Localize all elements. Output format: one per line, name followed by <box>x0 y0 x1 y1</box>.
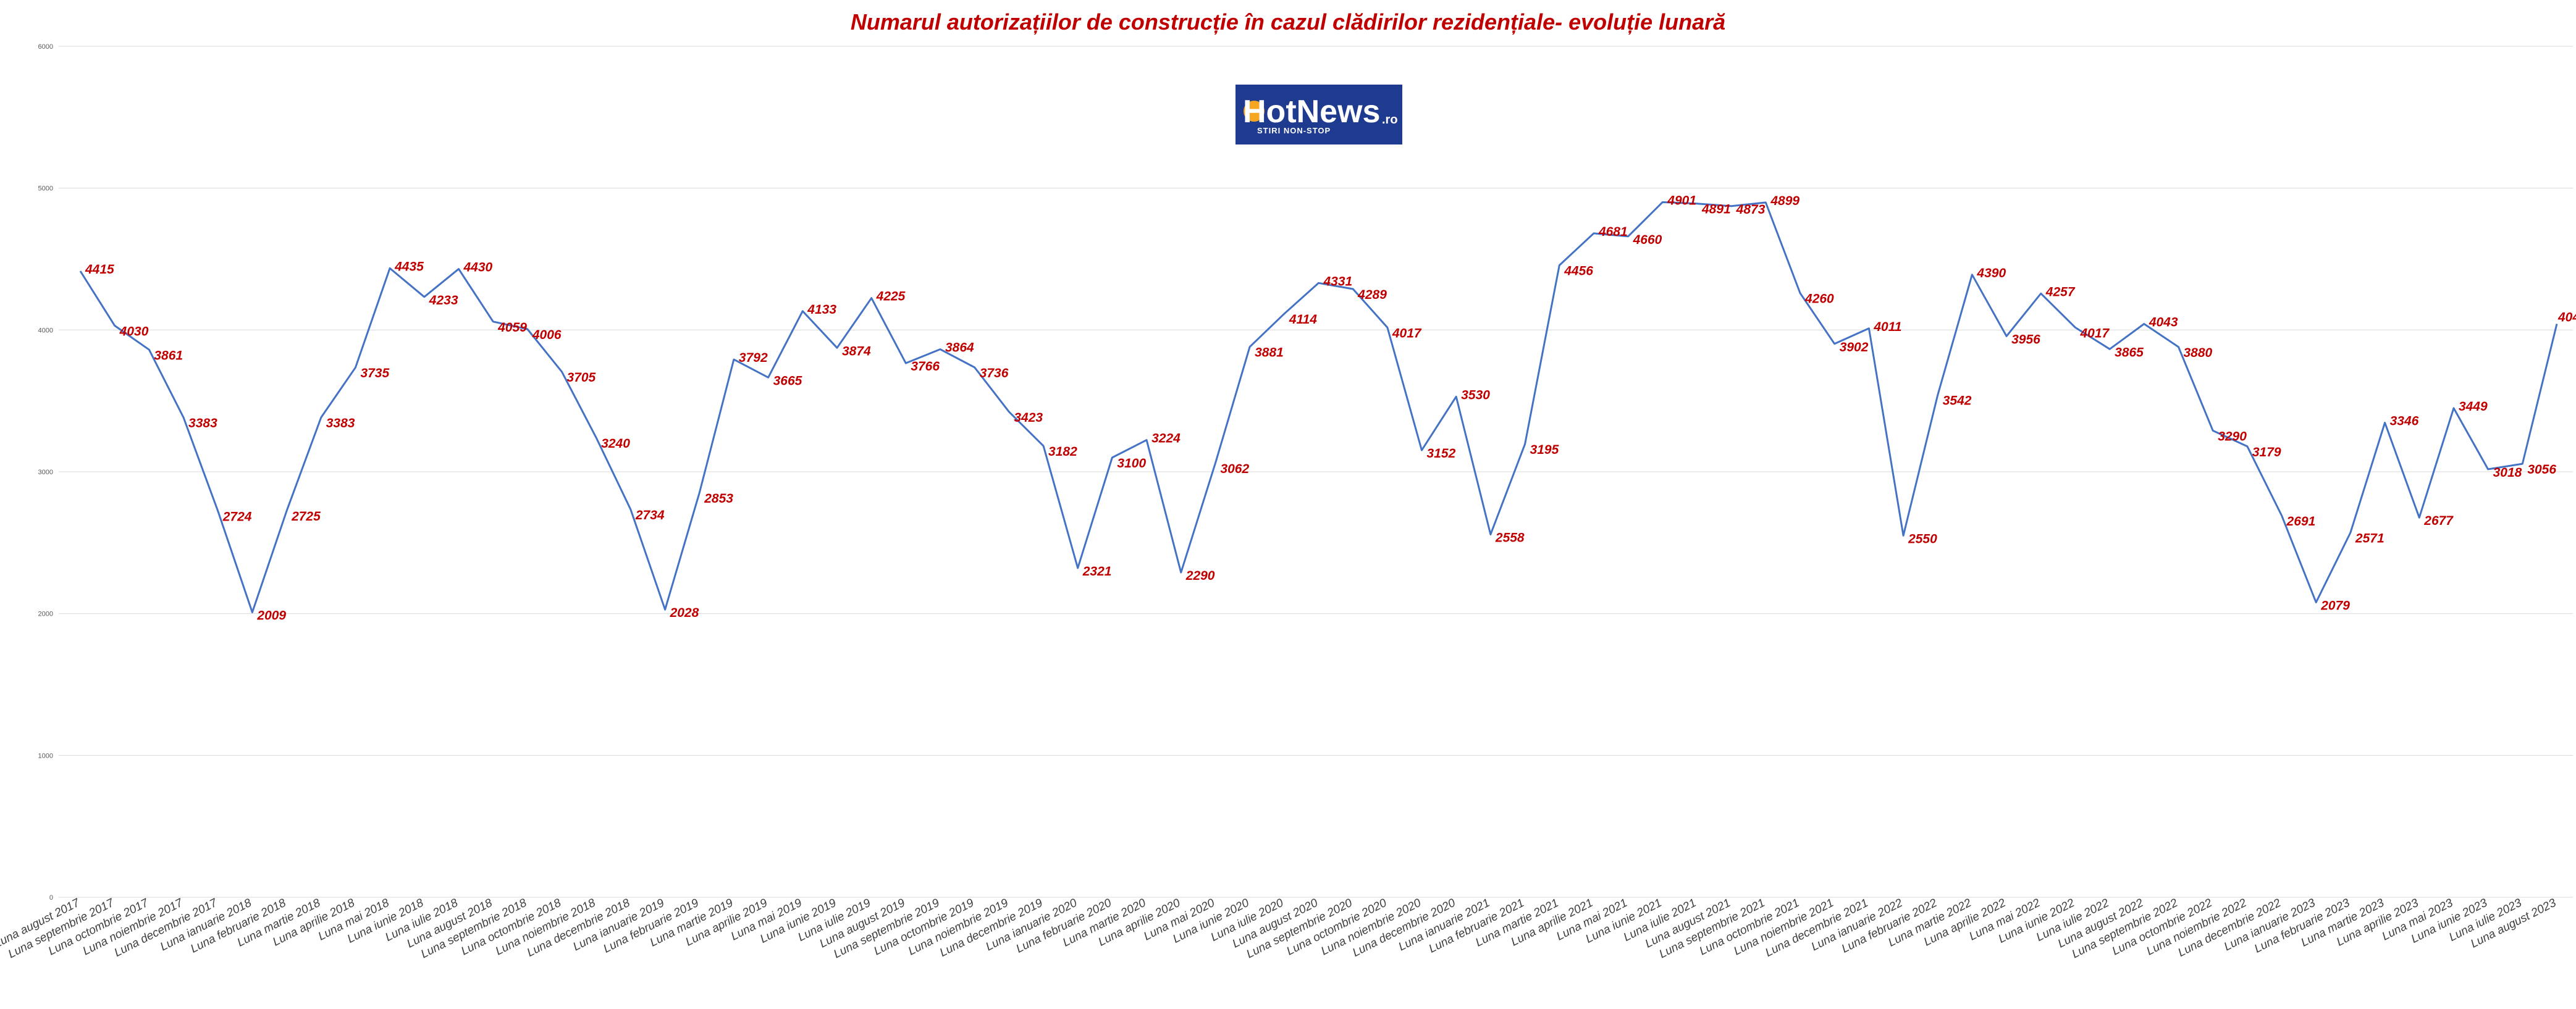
data-label: 3874 <box>842 344 871 358</box>
data-label: 3735 <box>360 366 389 380</box>
data-label: 3792 <box>739 351 768 365</box>
data-label: 2725 <box>291 509 321 524</box>
gridlines <box>59 46 2573 898</box>
data-label: 4390 <box>1976 266 2006 280</box>
logo-tagline: STIRI NON-STOP <box>1257 126 1331 135</box>
data-label: 2009 <box>256 609 286 623</box>
data-label: 3383 <box>326 416 355 430</box>
y-tick-label: 6000 <box>38 43 53 51</box>
data-label: 4017 <box>2079 326 2110 340</box>
data-label: 3018 <box>2493 466 2522 480</box>
data-label: 4873 <box>1736 203 1766 217</box>
data-label: 4681 <box>1598 225 1628 239</box>
data-label: 3182 <box>1048 445 1077 459</box>
data-label: 3736 <box>980 366 1009 380</box>
data-label: 2724 <box>222 509 252 524</box>
data-label: 4660 <box>1633 233 1662 247</box>
data-label: 3864 <box>945 341 974 355</box>
data-label: 4011 <box>1873 320 1901 334</box>
data-labels: 4415 4030 3861 3383 2724 2009 2725 3383 3735 4435… <box>85 193 2576 622</box>
data-label: 3224 <box>1151 432 1181 446</box>
y-axis-ticks: 0 1000 2000 3000 4000 5000 6000 <box>38 43 53 902</box>
data-label: 2028 <box>670 606 699 620</box>
data-label: 3665 <box>773 374 802 388</box>
data-label: 4006 <box>532 328 562 342</box>
hotnews-logo-icon <box>1244 101 1265 122</box>
y-tick-label: 5000 <box>38 185 53 193</box>
y-tick-label: 1000 <box>38 752 53 760</box>
data-label: 4114 <box>1289 312 1317 327</box>
data-label: 4260 <box>1804 292 1834 306</box>
data-label: 4430 <box>463 261 492 275</box>
data-label: 4891 <box>1701 203 1731 217</box>
data-label: 3880 <box>2184 346 2213 360</box>
data-label: 4257 <box>2045 285 2076 299</box>
data-label: 3195 <box>1530 443 1559 457</box>
data-label: 4331 <box>1323 274 1353 288</box>
data-label: 3865 <box>2115 345 2144 359</box>
data-label: 3861 <box>154 348 183 362</box>
data-label: 4059 <box>497 320 527 335</box>
data-label: 4289 <box>1357 288 1387 302</box>
data-label: 4901 <box>1667 193 1696 207</box>
data-label: 3766 <box>911 359 940 374</box>
hotnews-logo: HotNews .ro STIRI NON-STOP <box>1235 85 1402 144</box>
data-label: 4225 <box>876 290 906 304</box>
data-label: 2079 <box>2320 599 2350 613</box>
data-label: 3423 <box>1014 411 1043 425</box>
data-label: 3530 <box>1461 388 1490 402</box>
data-label: 2550 <box>1908 532 1937 546</box>
data-label: 4043 <box>2557 310 2576 324</box>
data-label: 4043 <box>2149 315 2178 329</box>
data-label: 3542 <box>1943 394 1972 408</box>
data-label: 2677 <box>2423 514 2454 528</box>
data-label: 2691 <box>2286 514 2316 529</box>
data-label: 3346 <box>2390 414 2419 429</box>
data-label: 4030 <box>119 324 149 338</box>
data-label: 3449 <box>2459 400 2488 414</box>
data-label: 3705 <box>567 371 596 385</box>
data-label: 2558 <box>1495 531 1525 545</box>
chart-title: Numarul autorizațiilor de construcție în… <box>851 9 1725 35</box>
series-line <box>79 201 2558 614</box>
data-label: 3290 <box>2218 429 2247 443</box>
data-label: 4435 <box>394 259 424 274</box>
data-label: 3056 <box>2527 463 2556 477</box>
logo-suffix: .ro <box>1382 113 1398 127</box>
data-label: 3152 <box>1427 446 1456 461</box>
data-label: 3881 <box>1255 346 1284 360</box>
data-label: 3383 <box>188 416 217 430</box>
logo-brand: HotNews <box>1243 94 1380 130</box>
y-tick-label: 2000 <box>38 611 53 618</box>
y-tick-label: 0 <box>49 894 53 902</box>
data-label: 4133 <box>807 303 836 317</box>
data-label: 4415 <box>85 262 114 277</box>
data-label: 4456 <box>1564 264 1593 278</box>
y-tick-label: 3000 <box>38 469 53 476</box>
data-label: 2321 <box>1082 564 1112 579</box>
data-label: 4017 <box>1392 326 1422 340</box>
data-label: 3062 <box>1220 462 1249 476</box>
data-label: 3179 <box>2252 445 2281 459</box>
data-label: 2571 <box>2355 532 2384 546</box>
data-label: 2853 <box>704 492 733 506</box>
data-label: 3100 <box>1117 456 1146 471</box>
data-label: 3240 <box>601 437 630 451</box>
data-label: 4233 <box>429 293 458 308</box>
data-label: 2734 <box>635 508 665 522</box>
data-label: 4899 <box>1770 194 1799 208</box>
data-label: 3902 <box>1840 340 1869 354</box>
data-label: 3956 <box>2011 332 2040 346</box>
data-label: 2290 <box>1185 569 1215 583</box>
y-tick-label: 4000 <box>38 327 53 334</box>
